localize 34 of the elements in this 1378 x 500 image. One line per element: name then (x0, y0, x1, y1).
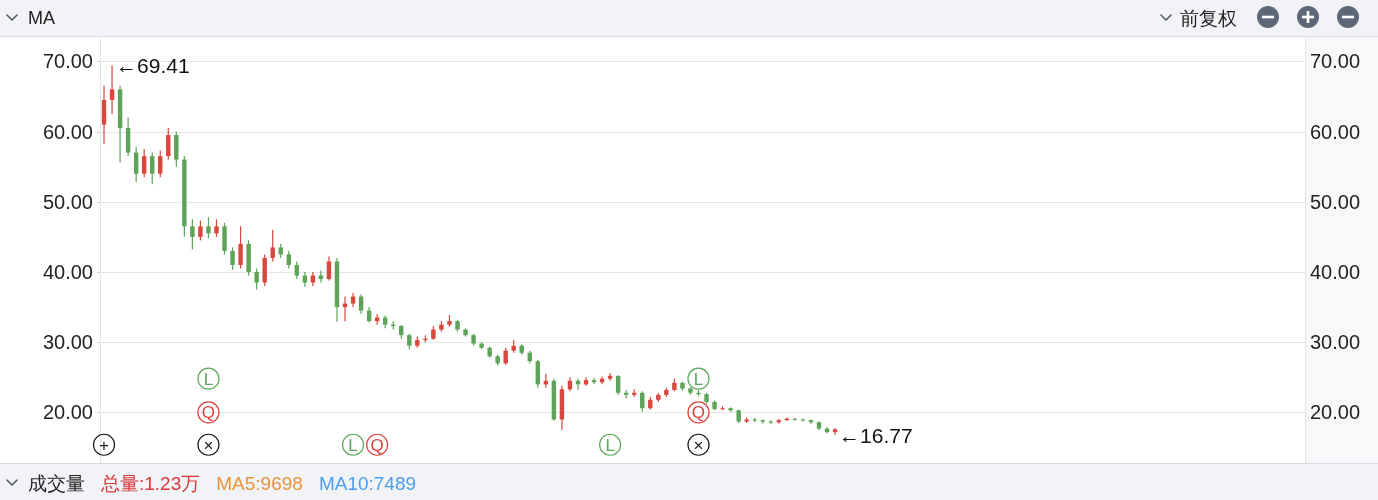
event-marker: × (197, 433, 220, 456)
event-marker: L (599, 433, 622, 456)
y-tick-label: 30.00 (42, 331, 93, 354)
y-tick-label: 70.00 (42, 50, 93, 73)
y-tick-label: 60.00 (42, 120, 93, 143)
series-label: + (99, 435, 110, 455)
event-marker: × (687, 433, 710, 456)
y-tick-label: 20.00 (42, 401, 93, 424)
event-marker: Q (366, 433, 389, 456)
text: 30.00 (1310, 331, 1361, 354)
event-marker: Q (197, 401, 220, 424)
event-marker: L (341, 433, 365, 456)
text: 60.00 (1310, 120, 1361, 143)
text: 40.00 (1310, 260, 1361, 283)
chart-title: MA (28, 8, 55, 28)
note: ←69.41 (116, 53, 190, 77)
event-marker: L (687, 367, 710, 390)
text: 成交量 (28, 472, 85, 494)
series-label: L (693, 369, 704, 389)
note: ←16.77 (839, 423, 913, 447)
text: 总量:1.23万 (100, 472, 201, 494)
event-marker: L (197, 367, 220, 390)
series-label: × (693, 435, 704, 455)
event-marker: Q (687, 401, 710, 424)
text: 20.00 (1310, 401, 1361, 424)
y-tick-label: 40.00 (42, 260, 93, 283)
text: 50.00 (1310, 190, 1361, 213)
series-label: Q (370, 435, 384, 455)
text: 前复权 (1180, 7, 1237, 29)
text: 70.00 (1310, 50, 1361, 73)
y-tick-label: 50.00 (42, 190, 93, 213)
event-marker: + (92, 433, 116, 456)
text: MA5:9698 (216, 472, 303, 494)
text: MA10:7489 (318, 472, 417, 494)
